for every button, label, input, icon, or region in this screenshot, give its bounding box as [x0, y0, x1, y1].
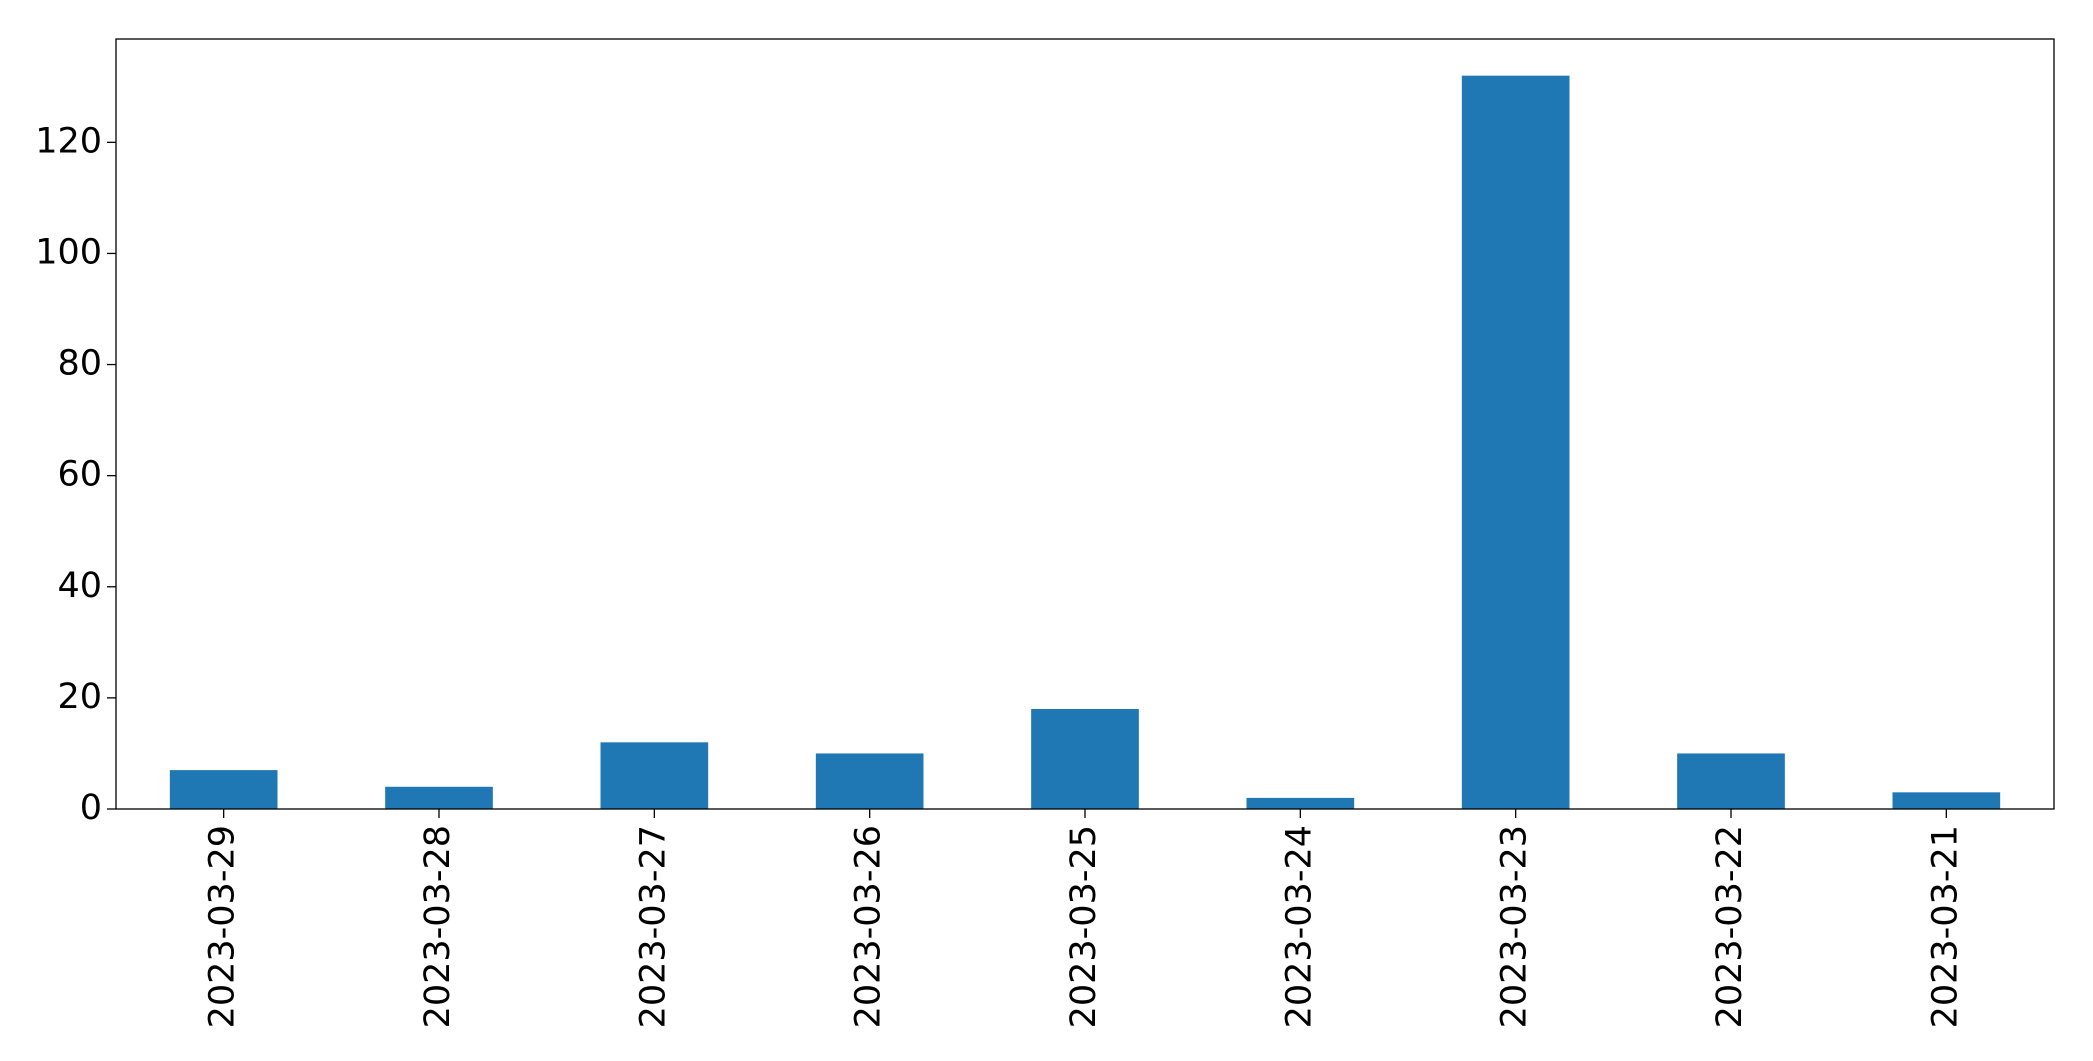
bar [815, 753, 924, 809]
bar [1461, 75, 1570, 809]
x-tick-label: 2023-03-28 [418, 825, 458, 1028]
x-tick-label: 2023-03-29 [203, 825, 243, 1028]
bar [1677, 753, 1785, 809]
x-tick-label: 2023-03-27 [633, 825, 673, 1028]
bar [1031, 709, 1139, 809]
bar [1892, 792, 2001, 809]
y-tick-label: 0 [80, 788, 102, 828]
x-tick-label: 2023-03-25 [1064, 825, 1104, 1028]
x-tick-label: 2023-03-23 [1495, 825, 1535, 1028]
y-tick-label: 120 [35, 121, 102, 161]
bar [600, 742, 709, 809]
x-tick-label: 2023-03-24 [1279, 825, 1319, 1028]
x-tick-label: 2023-03-21 [1925, 825, 1965, 1028]
y-tick-label: 40 [57, 566, 102, 606]
x-tick-label: 2023-03-26 [849, 825, 889, 1028]
y-tick-label: 100 [35, 232, 102, 272]
y-tick-label: 60 [57, 455, 102, 495]
plot-frame [115, 38, 2055, 810]
bar [169, 770, 278, 809]
bar [1246, 797, 1355, 809]
y-tick-label: 20 [57, 677, 102, 717]
y-tick-label: 80 [57, 344, 102, 384]
bar [385, 786, 493, 809]
x-tick-label: 2023-03-22 [1710, 825, 1750, 1028]
